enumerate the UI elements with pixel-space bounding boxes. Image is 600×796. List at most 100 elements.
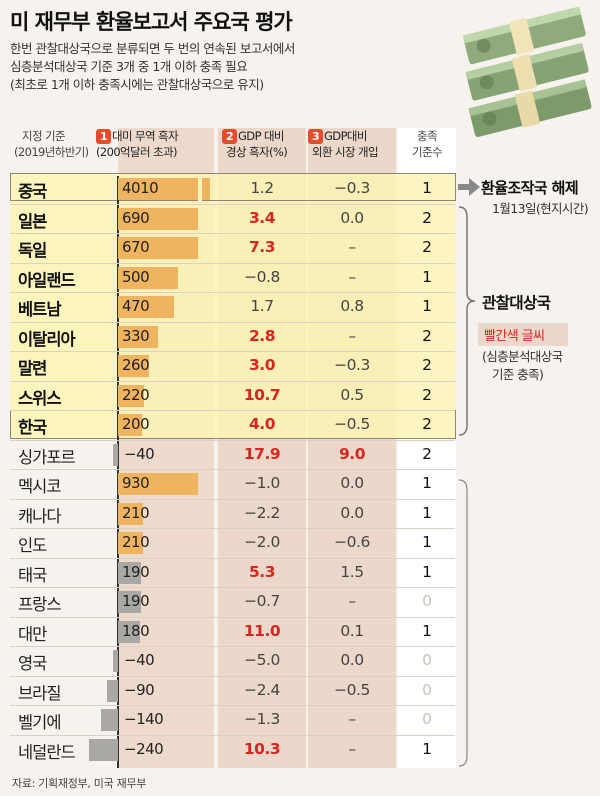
criteria-count-value: 2 bbox=[422, 209, 432, 227]
header-count-line2: 기준수 bbox=[412, 145, 443, 159]
criterion-3-badge: 3 bbox=[308, 129, 323, 144]
header-trade-line2: (200억달러 초과) bbox=[96, 145, 177, 159]
trade-surplus-value: 180 bbox=[122, 622, 150, 640]
fx-intervention-value: 0.8 bbox=[340, 297, 364, 315]
watchlist-label: 관찰대상국 bbox=[482, 294, 551, 312]
other-countries-bracket bbox=[458, 479, 468, 767]
trade-surplus-bar bbox=[118, 385, 145, 407]
country-name: 이탈리아 bbox=[18, 330, 76, 349]
row-divider bbox=[10, 587, 455, 588]
trade-surplus-bar bbox=[118, 296, 175, 318]
header-count-line1: 충족 bbox=[417, 129, 438, 143]
row-divider bbox=[10, 646, 455, 647]
current-account-value: 1.2 bbox=[250, 179, 274, 197]
watchlist-highlight bbox=[10, 173, 456, 439]
trade-surplus-value: −240 bbox=[124, 740, 164, 758]
fx-intervention-value: 0.0 bbox=[340, 209, 364, 227]
trade-surplus-bar bbox=[118, 208, 198, 230]
criteria-count-value: 0 bbox=[422, 592, 432, 610]
row-divider bbox=[10, 381, 455, 382]
trade-surplus-bar bbox=[118, 237, 198, 259]
trade-surplus-value: 200 bbox=[122, 415, 150, 433]
country-name: 멕시코 bbox=[18, 477, 62, 496]
country-name: 중국 bbox=[18, 182, 47, 201]
criteria-count-value: 2 bbox=[422, 445, 432, 463]
current-account-value: 3.0 bbox=[249, 356, 275, 374]
trade-surplus-value: −90 bbox=[124, 681, 155, 699]
row-divider bbox=[10, 705, 455, 706]
trade-surplus-bar bbox=[118, 414, 142, 436]
current-account-value: −1.0 bbox=[244, 474, 280, 492]
trade-surplus-bar bbox=[118, 503, 144, 525]
trade-surplus-bar bbox=[118, 562, 141, 584]
fx-intervention-value: – bbox=[348, 710, 356, 728]
fx-intervention-value: −0.5 bbox=[334, 415, 370, 433]
header-fx-line1: GDP대비 bbox=[324, 129, 367, 143]
trade-surplus-value: 4010 bbox=[122, 179, 159, 197]
trade-surplus-bar bbox=[118, 621, 140, 643]
criteria-count-value: 2 bbox=[422, 415, 432, 433]
chart-title: 미 재무부 환율보고서 주요국 평가 bbox=[10, 10, 293, 34]
trade-surplus-value: 220 bbox=[122, 386, 150, 404]
china-delisted-date: 1월13일(현지시간) bbox=[492, 201, 589, 216]
criteria-count-value: 1 bbox=[422, 179, 432, 197]
criteria-count-value: 1 bbox=[422, 563, 432, 581]
header-current-line2: 경상 흑자(%) bbox=[226, 145, 288, 159]
criterion-1-badge: 1 bbox=[96, 129, 111, 144]
trade-surplus-value: 330 bbox=[122, 327, 150, 345]
trade-surplus-value: −140 bbox=[124, 710, 164, 728]
criteria-count-value: 0 bbox=[422, 710, 432, 728]
row-divider bbox=[10, 233, 455, 234]
trade-surplus-bar bbox=[89, 739, 118, 761]
fx-intervention-value: 0.0 bbox=[340, 504, 364, 522]
fx-intervention-value: 0.0 bbox=[340, 651, 364, 669]
row-divider bbox=[10, 469, 455, 470]
header-criteria-count: 충족 기준수 bbox=[402, 128, 452, 176]
current-account-value: 3.4 bbox=[249, 209, 275, 227]
criteria-count-value: 2 bbox=[422, 327, 432, 345]
country-name: 한국 bbox=[18, 418, 47, 437]
trade-surplus-value: 690 bbox=[122, 209, 150, 227]
current-account-value: −2.4 bbox=[244, 681, 280, 699]
fx-intervention-value: – bbox=[348, 327, 356, 345]
row-divider bbox=[10, 440, 455, 441]
row-divider bbox=[10, 499, 455, 500]
country-name: 프랑스 bbox=[18, 595, 62, 614]
row-divider bbox=[10, 528, 455, 529]
criteria-count-value: 2 bbox=[422, 386, 432, 404]
current-account-value: −1.3 bbox=[244, 710, 280, 728]
country-name: 베트남 bbox=[18, 300, 62, 319]
current-account-value: 10.7 bbox=[243, 386, 281, 404]
fx-intervention-value: −0.3 bbox=[334, 356, 370, 374]
current-account-value: 10.3 bbox=[243, 740, 281, 758]
header-fx-line2: 외환 시장 개입 bbox=[312, 145, 379, 159]
row-divider bbox=[10, 263, 455, 264]
current-account-value: 7.3 bbox=[249, 238, 275, 256]
china-arrow-icon bbox=[458, 178, 480, 196]
trade-surplus-value: 930 bbox=[122, 474, 150, 492]
subtitle-line: 한번 관찰대상국으로 분류되면 두 번의 연속된 보고서에서 bbox=[10, 41, 295, 56]
criteria-count-value: 1 bbox=[422, 268, 432, 286]
country-name: 인도 bbox=[18, 536, 47, 555]
country-name: 대만 bbox=[18, 625, 47, 644]
watchlist-bracket bbox=[458, 206, 476, 436]
trade-surplus-value: 190 bbox=[122, 592, 150, 610]
trade-surplus-value: 500 bbox=[122, 268, 150, 286]
country-name: 아일랜드 bbox=[18, 271, 76, 290]
country-name: 싱가포르 bbox=[18, 448, 76, 467]
current-account-value: 5.3 bbox=[249, 563, 275, 581]
china-delisted-label: 환율조작국 해제 bbox=[481, 179, 579, 197]
fx-intervention-value: 0.1 bbox=[340, 622, 364, 640]
fx-intervention-value: 0.0 bbox=[340, 474, 364, 492]
criteria-count-value: 1 bbox=[422, 297, 432, 315]
row-divider bbox=[10, 410, 455, 411]
bar-break-mark bbox=[198, 176, 202, 202]
criteria-count-value: 0 bbox=[422, 651, 432, 669]
trade-surplus-value: −40 bbox=[124, 651, 155, 669]
row-divider bbox=[10, 351, 455, 352]
fx-intervention-value: – bbox=[348, 238, 356, 256]
header-criteria-line2: (2019년하반기) bbox=[14, 145, 89, 159]
fx-intervention-value: 0.5 bbox=[340, 386, 364, 404]
chart-subtitle: 한번 관찰대상국으로 분류되면 두 번의 연속된 보고서에서 심층분석대상국 기… bbox=[10, 40, 295, 94]
fx-intervention-value: 9.0 bbox=[339, 445, 365, 463]
